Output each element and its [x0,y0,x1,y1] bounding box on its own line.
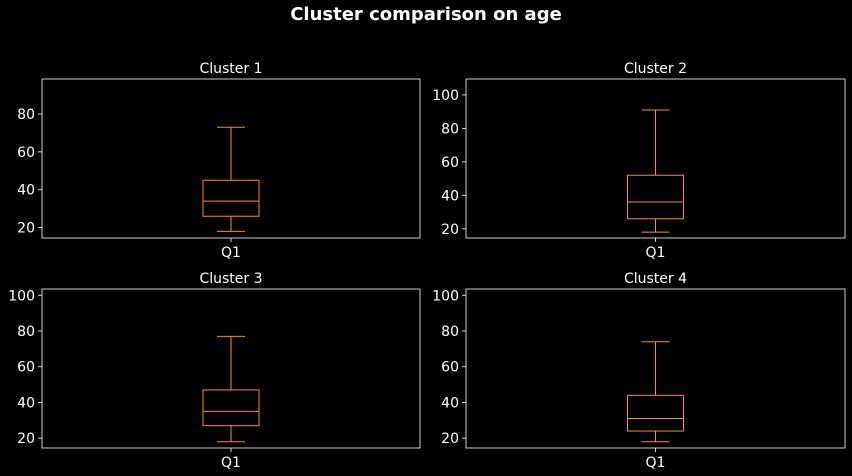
y-tick-label: 60 [17,360,35,376]
y-tick-label: 80 [441,121,459,137]
x-tick-label: Q1 [221,455,241,471]
iqr-box [627,174,684,220]
y-tick-label: 80 [441,324,459,340]
x-tick-label: Q1 [221,245,241,261]
subplot-title: Cluster 1 [199,61,262,77]
x-tick-label: Q1 [646,455,666,471]
iqr-box [627,394,684,432]
y-tick-label: 100 [432,88,459,104]
y-tick-label: 80 [17,107,35,123]
y-tick-label: 60 [17,145,35,161]
y-tick-label: 20 [17,221,35,237]
y-tick-label: 20 [441,222,459,238]
subplot-title: Cluster 3 [199,271,262,287]
y-tick-label: 40 [441,188,459,204]
y-tick-label: 60 [441,360,459,376]
subplot-3: Cluster 3 20 40 60 80 100 Q1 [8,271,421,471]
subplot-title: Cluster 2 [624,61,687,77]
y-tick-label: 20 [17,431,35,447]
y-tick-label: 40 [17,395,35,411]
y-tick-label: 100 [432,288,459,304]
y-tick-label: 20 [441,431,459,447]
y-tick-label: 100 [8,288,35,304]
iqr-box [202,179,260,217]
iqr-box [202,389,260,427]
subplot-1: Cluster 1 20 40 60 80 Q1 [17,61,421,261]
y-tick-label: 80 [17,324,35,340]
y-tick-label: 60 [441,155,459,171]
figure-title: Cluster comparison on age [290,4,562,25]
subplot-title: Cluster 4 [624,271,687,287]
y-tick-label: 40 [17,183,35,199]
subplot-2: Cluster 2 20 40 60 80 100 Q1 [432,61,846,261]
x-tick-label: Q1 [646,245,666,261]
y-tick-label: 40 [441,395,459,411]
subplot-4: Cluster 4 20 40 60 80 100 Q1 [432,271,846,471]
